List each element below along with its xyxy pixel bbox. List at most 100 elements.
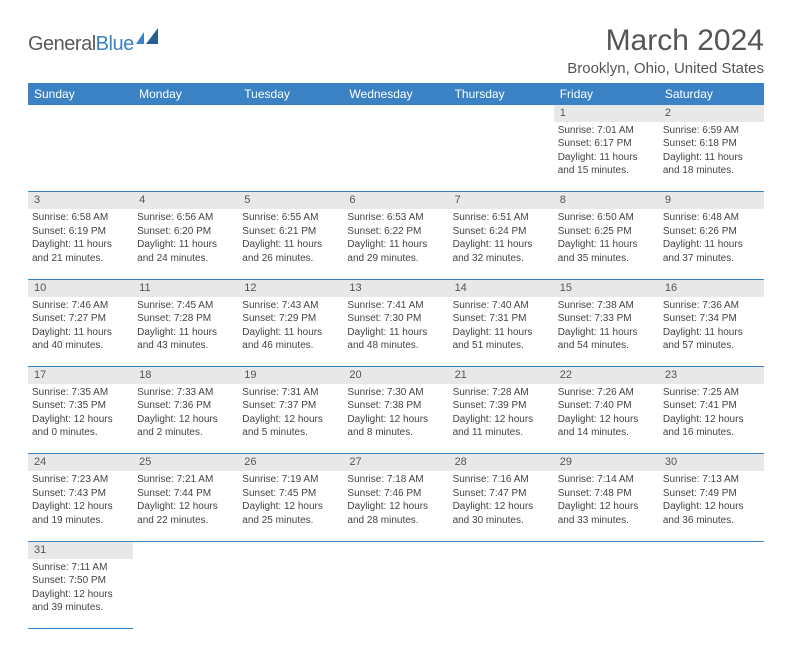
day-cell: Sunrise: 7:30 AMSunset: 7:38 PMDaylight:… [343, 384, 448, 454]
day-number-cell [659, 541, 764, 558]
day-number-cell: 29 [554, 454, 659, 471]
day-cell [238, 122, 343, 192]
daylight-line-2: and 39 minutes. [32, 601, 129, 615]
sunrise-line: Sunrise: 6:55 AM [242, 211, 339, 225]
weekday-header-row: SundayMondayTuesdayWednesdayThursdayFrid… [28, 83, 764, 105]
daylight-line-2: and 33 minutes. [558, 514, 655, 528]
sunset-line: Sunset: 7:38 PM [347, 399, 444, 413]
day-number-cell: 21 [449, 367, 554, 384]
sunrise-line: Sunrise: 7:30 AM [347, 386, 444, 400]
day-number-cell: 23 [659, 367, 764, 384]
sunrise-line: Sunrise: 7:38 AM [558, 299, 655, 313]
daylight-line-2: and 22 minutes. [137, 514, 234, 528]
sunset-line: Sunset: 7:27 PM [32, 312, 129, 326]
day-cell: Sunrise: 7:33 AMSunset: 7:36 PMDaylight:… [133, 384, 238, 454]
daylight-line-2: and 43 minutes. [137, 339, 234, 353]
day-cell: Sunrise: 6:59 AMSunset: 6:18 PMDaylight:… [659, 122, 764, 192]
daynum-row: 12 [28, 105, 764, 122]
sunrise-line: Sunrise: 7:40 AM [453, 299, 550, 313]
day-cell: Sunrise: 7:41 AMSunset: 7:30 PMDaylight:… [343, 297, 448, 367]
day-cell [238, 559, 343, 629]
day-cell: Sunrise: 7:01 AMSunset: 6:17 PMDaylight:… [554, 122, 659, 192]
day-cell: Sunrise: 7:11 AMSunset: 7:50 PMDaylight:… [28, 559, 133, 629]
day-cell: Sunrise: 7:19 AMSunset: 7:45 PMDaylight:… [238, 471, 343, 541]
sunrise-line: Sunrise: 6:56 AM [137, 211, 234, 225]
weekday-header: Monday [133, 83, 238, 105]
day-number-cell: 5 [238, 192, 343, 209]
daylight-line-2: and 18 minutes. [663, 164, 760, 178]
day-cell [343, 122, 448, 192]
logo-text-blue: Blue [96, 33, 134, 56]
sunrise-line: Sunrise: 7:45 AM [137, 299, 234, 313]
day-cell: Sunrise: 7:40 AMSunset: 7:31 PMDaylight:… [449, 297, 554, 367]
sunrise-line: Sunrise: 7:14 AM [558, 473, 655, 487]
sunset-line: Sunset: 7:31 PM [453, 312, 550, 326]
daylight-line-2: and 32 minutes. [453, 252, 550, 266]
sunrise-line: Sunrise: 7:25 AM [663, 386, 760, 400]
day-number-cell: 26 [238, 454, 343, 471]
day-cell: Sunrise: 7:18 AMSunset: 7:46 PMDaylight:… [343, 471, 448, 541]
sunset-line: Sunset: 7:49 PM [663, 487, 760, 501]
day-cell [554, 559, 659, 629]
daynum-row: 31 [28, 541, 764, 558]
day-number-cell: 1 [554, 105, 659, 122]
daylight-line-2: and 48 minutes. [347, 339, 444, 353]
week-row: Sunrise: 7:01 AMSunset: 6:17 PMDaylight:… [28, 122, 764, 192]
week-row: Sunrise: 7:11 AMSunset: 7:50 PMDaylight:… [28, 559, 764, 629]
calendar-table: SundayMondayTuesdayWednesdayThursdayFrid… [28, 83, 764, 629]
sunrise-line: Sunrise: 7:16 AM [453, 473, 550, 487]
week-row: Sunrise: 7:46 AMSunset: 7:27 PM Daylight:… [28, 297, 764, 367]
day-number-cell: 8 [554, 192, 659, 209]
sunset-line: Sunset: 7:44 PM [137, 487, 234, 501]
sunset-line: Sunset: 7:29 PM [242, 312, 339, 326]
sunrise-line: Sunrise: 7:28 AM [453, 386, 550, 400]
sunset-line: Sunset: 7:39 PM [453, 399, 550, 413]
daylight-line-2: and 25 minutes. [242, 514, 339, 528]
daylight-line-1: Daylight: 12 hours [242, 413, 339, 427]
sunset-line: Sunset: 6:18 PM [663, 137, 760, 151]
daylight-line-1: Daylight: 11 hours [663, 326, 760, 340]
weekday-header: Saturday [659, 83, 764, 105]
sunrise-line: Sunrise: 6:51 AM [453, 211, 550, 225]
sunset-line: Sunset: 7:46 PM [347, 487, 444, 501]
daylight-line-2: and 30 minutes. [453, 514, 550, 528]
daylight-line-1: Daylight: 11 hours [663, 151, 760, 165]
day-cell: Sunrise: 7:21 AMSunset: 7:44 PMDaylight:… [133, 471, 238, 541]
day-cell [449, 122, 554, 192]
day-cell: Sunrise: 7:31 AMSunset: 7:37 PMDaylight:… [238, 384, 343, 454]
day-number-cell: 30 [659, 454, 764, 471]
daylight-line-1: Daylight: 12 hours [347, 500, 444, 514]
day-number-cell [133, 105, 238, 122]
sunrise-line: Sunrise: 7:21 AM [137, 473, 234, 487]
logo-text-general: General [28, 33, 96, 56]
daylight-line-2: and 15 minutes. [558, 164, 655, 178]
day-number-cell: 18 [133, 367, 238, 384]
daylight-line-1: Daylight: 12 hours [558, 413, 655, 427]
sunset-line: Sunset: 7:41 PM [663, 399, 760, 413]
weekday-header: Wednesday [343, 83, 448, 105]
day-cell: Sunrise: 7:43 AMSunset: 7:29 PMDaylight:… [238, 297, 343, 367]
sunset-line: Sunset: 7:37 PM [242, 399, 339, 413]
sunrise-line: Sunrise: 7:46 AM [32, 299, 129, 313]
week-row: Sunrise: 6:58 AMSunset: 6:19 PMDaylight:… [28, 209, 764, 279]
week-row: Sunrise: 7:35 AMSunset: 7:35 PMDaylight:… [28, 384, 764, 454]
daylight-line-1: Daylight: 12 hours [558, 500, 655, 514]
day-number-cell: 13 [343, 279, 448, 296]
sunrise-line: Sunrise: 6:53 AM [347, 211, 444, 225]
sunset-line: Sunset: 6:17 PM [558, 137, 655, 151]
daynum-row: 17181920212223 [28, 367, 764, 384]
day-cell: Sunrise: 6:55 AMSunset: 6:21 PMDaylight:… [238, 209, 343, 279]
day-number-cell: 24 [28, 454, 133, 471]
daylight-line-1: Daylight: 11 hours [32, 238, 129, 252]
sunset-line: Sunset: 7:36 PM [137, 399, 234, 413]
daylight-line-2: and 0 minutes. [32, 426, 129, 440]
sunrise-line: Sunrise: 7:26 AM [558, 386, 655, 400]
day-cell: Sunrise: 7:16 AMSunset: 7:47 PMDaylight:… [449, 471, 554, 541]
day-number-cell [133, 541, 238, 558]
daylight-line-2: and 35 minutes. [558, 252, 655, 266]
sunset-line: Sunset: 7:43 PM [32, 487, 129, 501]
sunrise-line: Sunrise: 6:58 AM [32, 211, 129, 225]
day-number-cell [554, 541, 659, 558]
day-cell: Sunrise: 7:14 AMSunset: 7:48 PMDaylight:… [554, 471, 659, 541]
day-number-cell: 14 [449, 279, 554, 296]
